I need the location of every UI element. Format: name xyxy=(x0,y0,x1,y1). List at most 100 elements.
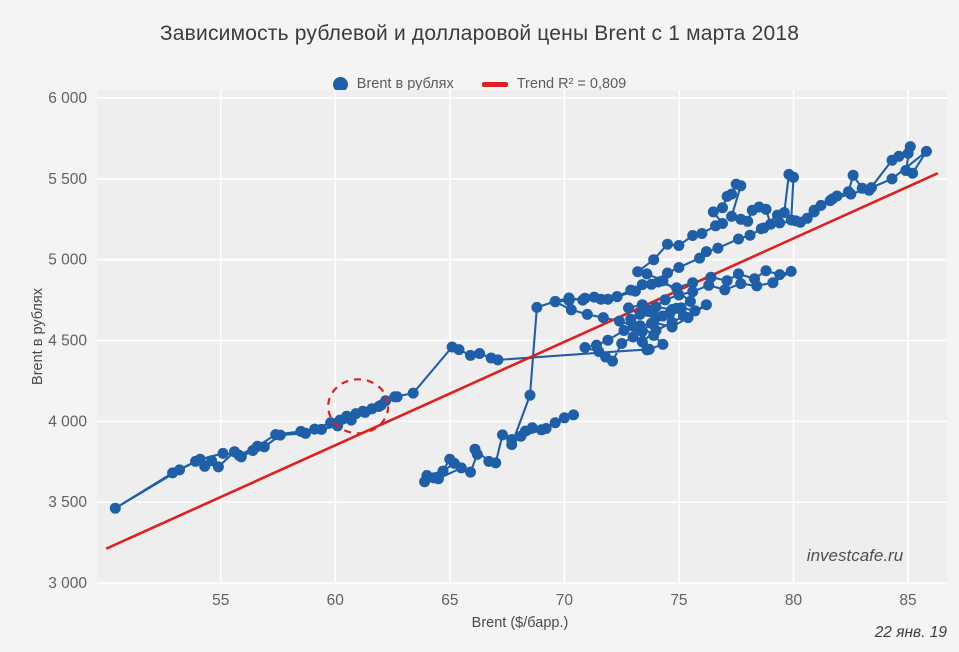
trend-marker-icon xyxy=(481,81,508,87)
data-point xyxy=(490,457,502,469)
y-tick-label: 4 500 xyxy=(48,333,87,350)
data-point xyxy=(774,217,786,229)
x-axis-title: Brent ($/барр.) xyxy=(472,615,569,631)
y-tick-label: 4 000 xyxy=(48,413,87,430)
data-point xyxy=(719,284,731,296)
data-point xyxy=(733,268,744,280)
data-point xyxy=(634,308,646,320)
data-point xyxy=(790,215,802,227)
data-point xyxy=(563,295,575,306)
data-point xyxy=(465,349,476,361)
data-point xyxy=(618,325,630,336)
x-tick-label: 80 xyxy=(785,592,803,609)
data-point xyxy=(845,188,857,200)
data-point xyxy=(687,286,699,298)
y-tick-label: 3 000 xyxy=(48,575,87,592)
data-point xyxy=(485,352,497,364)
data-point xyxy=(808,206,820,218)
data-point xyxy=(174,464,185,476)
data-point xyxy=(465,466,476,478)
data-point xyxy=(703,279,715,291)
data-point xyxy=(648,254,660,266)
data-point xyxy=(531,301,543,313)
data-point xyxy=(726,210,738,222)
data-point xyxy=(515,430,527,442)
data-point xyxy=(666,321,678,333)
data-point xyxy=(421,470,433,481)
x-tick-label: 55 xyxy=(212,592,229,609)
data-point xyxy=(717,218,728,229)
data-point xyxy=(549,296,561,308)
legend-item-trend: Trend R² = 0,809 xyxy=(481,76,627,92)
watermark: investcafe.ru xyxy=(806,546,904,565)
y-tick-label: 6 000 xyxy=(48,90,87,107)
data-point xyxy=(767,277,779,289)
data-point xyxy=(650,301,662,313)
legend: Brent в рублях Trend R² = 0,809 xyxy=(0,76,959,92)
data-point xyxy=(657,338,669,350)
x-tick-label: 75 xyxy=(670,592,687,609)
data-point xyxy=(904,141,916,153)
data-point xyxy=(558,412,570,424)
x-tick-label: 85 xyxy=(899,592,916,609)
data-point xyxy=(815,199,827,211)
data-point xyxy=(602,334,614,346)
data-point xyxy=(497,429,508,441)
data-point xyxy=(893,150,905,162)
data-point xyxy=(251,440,263,452)
gridlines xyxy=(97,90,947,584)
date-note: 22 янв. 19 xyxy=(874,624,947,641)
data-point xyxy=(469,443,481,455)
data-point xyxy=(735,180,747,192)
legend-trend-label: Trend R² = 0,809 xyxy=(516,76,627,92)
data-point xyxy=(627,320,639,332)
chart-title: Зависимость рублевой и долларовой цены B… xyxy=(159,22,800,45)
data-point xyxy=(616,338,628,349)
data-point xyxy=(233,449,245,461)
data-point xyxy=(742,215,754,227)
data-point xyxy=(717,202,728,214)
data-point xyxy=(579,342,591,353)
data-point xyxy=(744,229,756,241)
x-tick-label: 65 xyxy=(441,592,458,609)
data-point xyxy=(636,279,648,291)
data-point xyxy=(700,246,712,258)
data-point xyxy=(886,173,898,185)
data-point xyxy=(446,341,458,353)
data-point xyxy=(607,355,618,367)
data-point xyxy=(662,267,673,279)
data-point xyxy=(391,391,403,403)
highlight-circle-annotation xyxy=(327,378,390,435)
data-point xyxy=(689,305,701,317)
data-point xyxy=(407,387,419,399)
data-point xyxy=(444,453,456,465)
data-point xyxy=(636,336,648,348)
data-point xyxy=(627,331,639,343)
data-point xyxy=(549,417,561,429)
data-point xyxy=(645,317,657,329)
data-point xyxy=(613,315,625,327)
tick-labels: 55 60 65 70 75 80 85 3 000 3 500 4 000 4 500 5 000 5… xyxy=(48,90,916,609)
data-point xyxy=(774,269,786,281)
data-point xyxy=(778,207,790,218)
plot-background xyxy=(97,90,947,583)
data-point xyxy=(380,395,392,407)
data-point xyxy=(707,206,719,218)
legend-item-series: Brent в рублях xyxy=(332,76,454,92)
data-point xyxy=(662,238,673,250)
data-point xyxy=(595,293,607,305)
data-point xyxy=(694,252,706,264)
data-point xyxy=(657,310,669,322)
data-point xyxy=(673,262,685,273)
x-tick-label: 60 xyxy=(327,592,345,609)
data-point xyxy=(295,425,307,437)
data-point xyxy=(751,280,763,292)
data-point xyxy=(632,266,644,278)
data-point xyxy=(636,326,648,337)
data-point xyxy=(760,265,772,277)
data-point xyxy=(643,343,655,355)
data-point xyxy=(696,228,708,239)
data-point xyxy=(687,230,699,241)
